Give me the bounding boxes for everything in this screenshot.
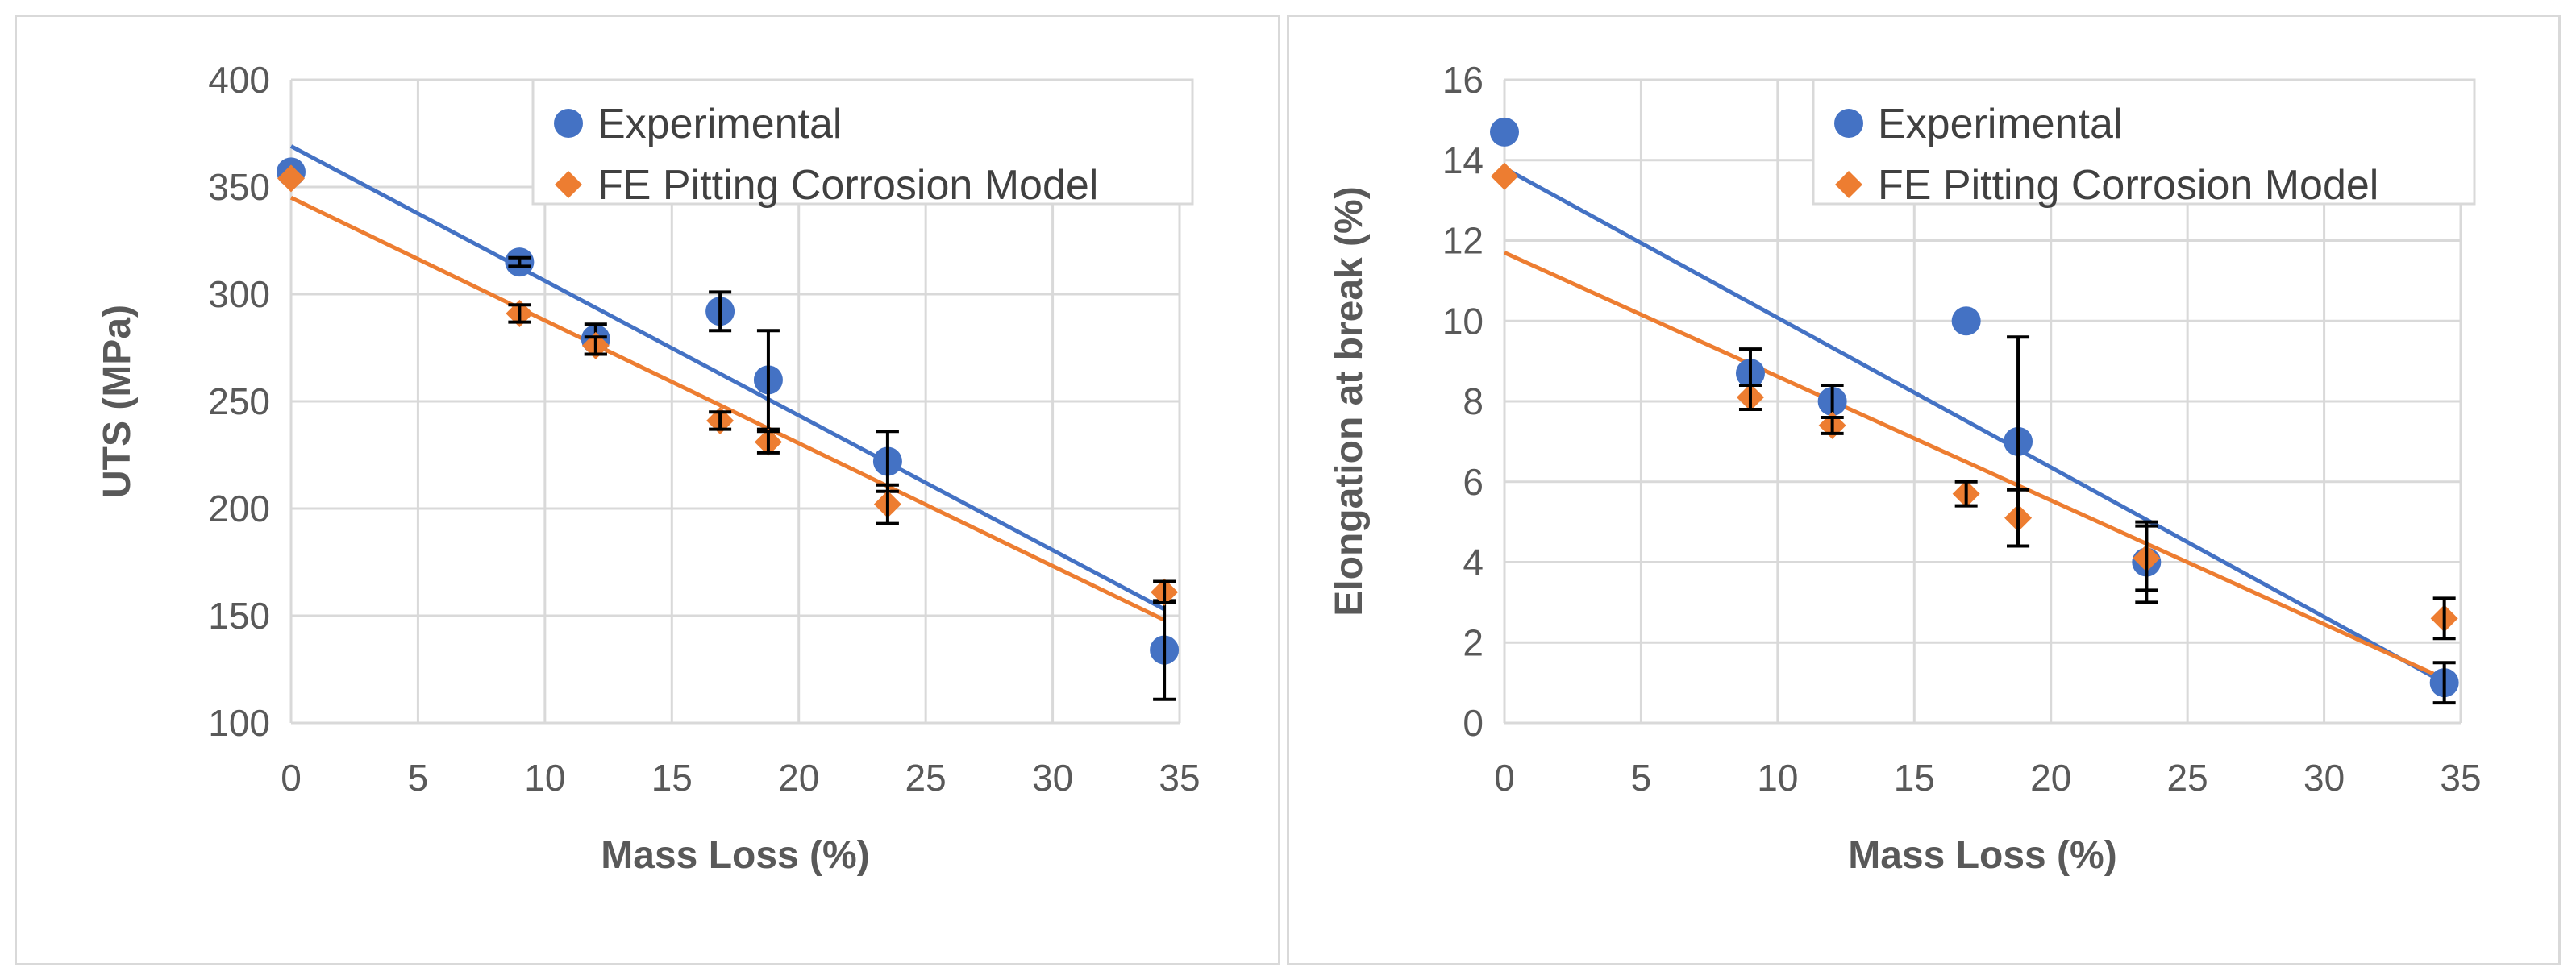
y-axis-title: UTS (MPa) [96,305,139,498]
legend-label: FE Pitting Corrosion Model [597,162,1098,209]
legend-marker-experimental [1834,109,1863,138]
trendline-experimental [289,144,1166,612]
legend-marker-experimental [554,109,583,138]
x-tick-label: 10 [524,757,565,799]
x-axis-title: Mass Loss (%) [601,834,869,877]
y-tick-label: 14 [1442,139,1484,181]
data-point-model [1491,162,1518,190]
uts-chart: 100 150 200 250 300 350 400 0 5 10 15 20 25 30 35 Mass … [96,59,1201,877]
x-tick-label: 35 [1159,757,1200,799]
y-tick-label: 300 [208,273,270,315]
trendline-model [289,196,1166,622]
x-tick-label: 30 [2303,757,2345,799]
legend-label: FE Pitting Corrosion Model [1878,162,2378,209]
legend-marker-model [1835,171,1862,198]
x-tick-label: 0 [1494,757,1515,799]
y-tick-label: 8 [1463,380,1484,422]
legend-box [531,78,1194,206]
y-tick-label: 200 [208,488,270,529]
x-axis-title: Mass Loss (%) [1848,834,2116,877]
x-tick-label: 20 [778,757,819,799]
x-tick-label: 25 [905,757,947,799]
y-tick-label: 10 [1442,300,1484,342]
y-tick-label: 250 [208,380,270,422]
y-tick-label: 0 [1463,702,1484,744]
y-tick-label: 12 [1442,220,1484,262]
y-tick-label: 350 [208,166,270,208]
data-point-model [277,164,305,193]
y-tick-label: 6 [1463,461,1484,503]
x-tick-label: 25 [2167,757,2208,799]
y-tick-label: 150 [208,595,270,637]
x-tick-label: 20 [2030,757,2071,799]
x-tick-label: 15 [1894,757,1935,799]
x-tick-label: 35 [2440,757,2481,799]
x-tick-label: 5 [408,757,429,799]
legend-label: Experimental [597,101,842,147]
trendline-model [1503,251,2445,681]
y-tick-label: 100 [208,702,270,744]
trendline-experimental [1503,166,2445,685]
data-point-experimental [1490,117,1519,147]
y-tick-label: 2 [1463,621,1484,663]
x-tick-label: 10 [1757,757,1798,799]
legend-marker-model [555,171,582,198]
y-tick-label: 16 [1442,59,1484,101]
elongation-chart: 0 2 4 6 8 10 12 14 16 0 5 10 15 20 25 30 35 Mass Loss (%)… [1328,59,2482,877]
x-tick-label: 30 [1032,757,1073,799]
y-tick-label: 4 [1463,542,1484,583]
x-tick-label: 0 [281,757,302,799]
legend-box [1812,78,2476,206]
elongation-chart-panel: 0 2 4 6 8 10 12 14 16 0 5 10 15 20 25 30 35 Mass Loss (%)… [1287,15,2561,965]
x-tick-label: 15 [651,757,693,799]
data-point-experimental [1951,306,1981,336]
uts-chart-panel: 100 150 200 250 300 350 400 0 5 10 15 20 25 30 35 Mass … [15,15,1280,965]
legend-label: Experimental [1878,101,2122,147]
y-tick-label: 400 [208,59,270,101]
y-axis-title: Elongation at break (%) [1328,186,1371,616]
x-tick-label: 5 [1631,757,1652,799]
